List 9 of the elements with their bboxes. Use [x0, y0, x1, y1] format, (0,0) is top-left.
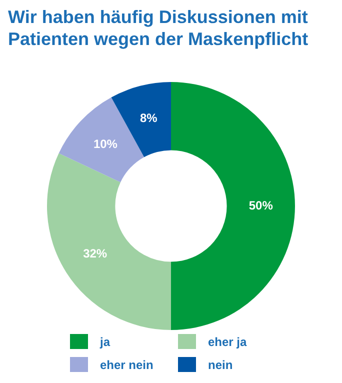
- legend-label: eher nein: [99, 357, 154, 372]
- data-label: 8%: [140, 111, 158, 126]
- data-label: 10%: [93, 136, 118, 151]
- legend-label: ja: [98, 334, 112, 349]
- data-label: 50%: [248, 198, 274, 212]
- chart-title: Wir haben häufig Diskussionen mit Patienten wegen der Maskenpflicht: [8, 6, 310, 50]
- legend-label: nein: [207, 357, 234, 372]
- legend-label: eher ja: [207, 334, 248, 349]
- data-label: 32%: [83, 246, 108, 260]
